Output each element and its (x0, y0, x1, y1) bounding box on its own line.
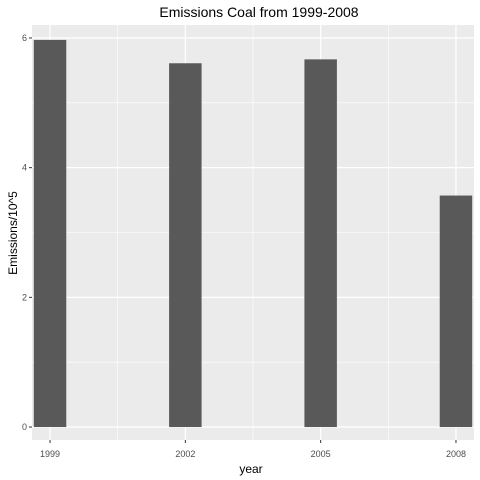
y-tick-label: 6 (22, 33, 27, 43)
bar-2002 (169, 63, 201, 427)
bar-1999 (34, 40, 66, 427)
x-axis: 1999 2002 2005 2008 (40, 440, 466, 459)
y-axis-title: Emissions/10^5 (6, 191, 20, 275)
x-tick-label: 2002 (175, 449, 195, 459)
y-tick-label: 2 (22, 292, 27, 302)
y-tick-label: 0 (22, 422, 27, 432)
bar-2005 (304, 59, 336, 427)
y-axis: 0 2 4 6 (22, 33, 32, 432)
chart-title: Emissions Coal from 1999-2008 (159, 4, 358, 20)
x-axis-title: year (239, 462, 262, 476)
x-tick-label: 2005 (311, 449, 331, 459)
bar-2008 (440, 196, 472, 427)
x-tick-label: 2008 (446, 449, 466, 459)
x-tick-label: 1999 (40, 449, 60, 459)
y-tick-label: 4 (22, 163, 27, 173)
